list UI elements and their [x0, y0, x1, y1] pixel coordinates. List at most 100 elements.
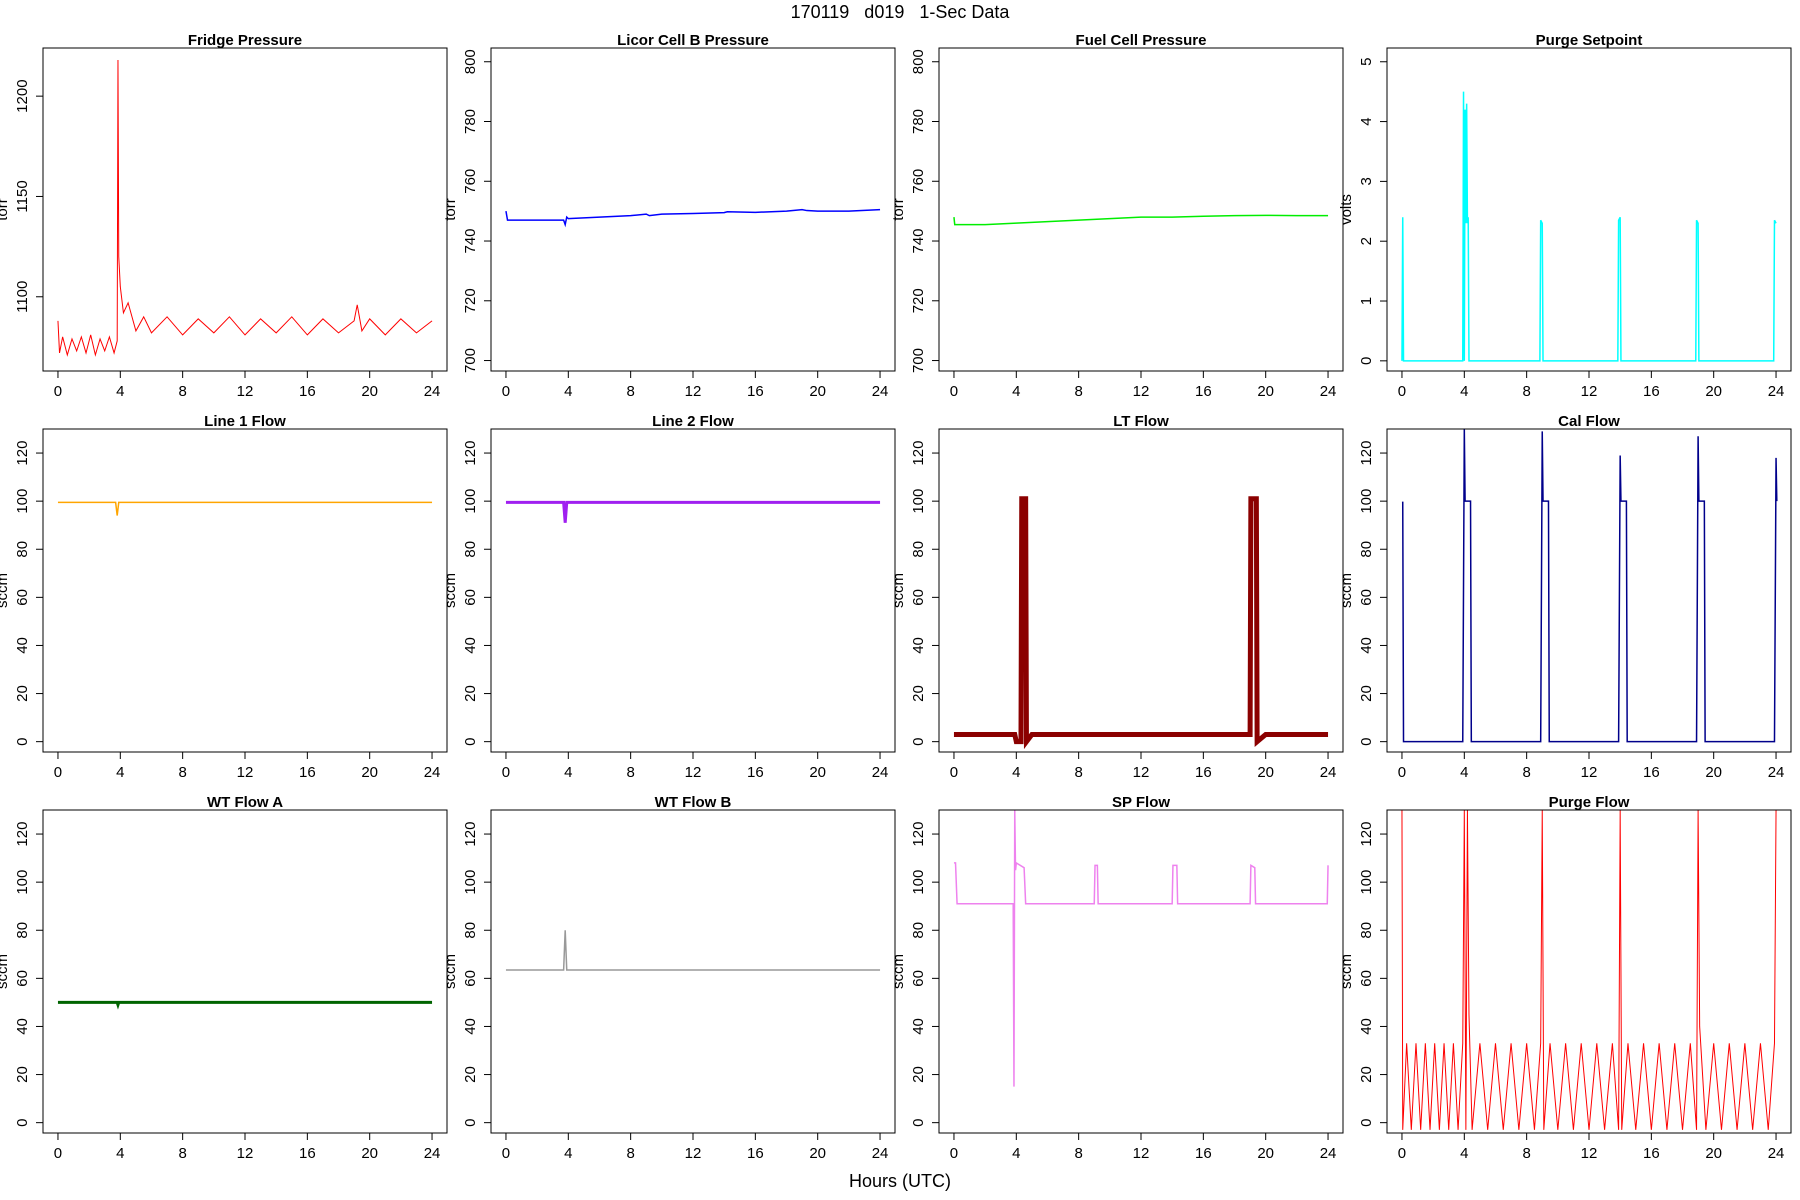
x-tick-label: 24 [1320, 383, 1337, 400]
x-tick-label: 0 [502, 764, 510, 781]
x-tick-label: 8 [1522, 1145, 1530, 1162]
y-tick-label: 80 [462, 541, 479, 558]
panel-title: WT Flow B [655, 794, 732, 811]
x-tick-label: 24 [424, 764, 441, 781]
y-tick-label: 60 [462, 589, 479, 606]
x-tick-label: 20 [1705, 1145, 1722, 1162]
x-tick-label: 0 [502, 383, 510, 400]
x-tick-label: 16 [747, 1145, 764, 1162]
x-tick-label: 4 [1460, 1145, 1468, 1162]
x-tick-label: 24 [424, 383, 441, 400]
y-tick-label: 1 [1358, 297, 1375, 305]
plot-frame [1386, 47, 1792, 372]
panel-title: Line 2 Flow [652, 413, 734, 430]
x-tick-label: 12 [685, 383, 702, 400]
x-tick-label: 20 [809, 383, 826, 400]
y-tick-label: 120 [910, 441, 927, 466]
y-tick-label: 740 [462, 229, 479, 254]
x-tick-label: 20 [361, 1145, 378, 1162]
panel: Fridge Pressure torr 1100 1150 1200 0 4 8 12 16 20… [0, 32, 448, 400]
plot-frame [490, 47, 896, 372]
x-tick-label: 8 [178, 383, 186, 400]
x-tick-label: 0 [950, 383, 958, 400]
y-tick-label: 0 [910, 737, 927, 745]
x-tick-label: 8 [1522, 383, 1530, 400]
y-tick-label: 3 [1358, 177, 1375, 185]
x-tick-label: 12 [237, 764, 254, 781]
plot-frame [938, 47, 1344, 372]
y-tick-label: 80 [1358, 541, 1375, 558]
panel-title: Fuel Cell Pressure [1076, 32, 1207, 49]
x-tick-label: 0 [950, 764, 958, 781]
x-tick-label: 24 [1768, 764, 1785, 781]
y-tick-label: 780 [910, 109, 927, 134]
y-tick-label: 5 [1358, 58, 1375, 66]
panel-title: LT Flow [1113, 413, 1169, 430]
y-tick-label: 40 [1358, 1018, 1375, 1035]
panel: SP Flow sccm 0 20 40 60 80 100 120 0 4 8 12 16 20 24 [890, 794, 1344, 1162]
panel-title: Licor Cell B Pressure [617, 32, 769, 49]
x-tick-label: 4 [1012, 1145, 1020, 1162]
y-tick-label: 80 [910, 541, 927, 558]
plot-frame [42, 428, 448, 753]
x-tick-label: 16 [1643, 764, 1660, 781]
x-tick-label: 24 [1768, 1145, 1785, 1162]
panel: WT Flow A sccm 0 20 40 60 80 100 120 0 4 8 12 16 20 24 [0, 794, 448, 1162]
y-tick-label: 120 [14, 441, 31, 466]
data-line [953, 214, 1329, 226]
y-tick-label: 80 [14, 922, 31, 939]
y-tick-label: 20 [462, 685, 479, 702]
x-tick-label: 12 [685, 1145, 702, 1162]
data-line [505, 208, 881, 228]
panel-title: Purge Flow [1549, 794, 1630, 811]
y-tick-label: 100 [462, 870, 479, 895]
x-tick-label: 16 [1643, 383, 1660, 400]
x-tick-label: 20 [1257, 764, 1274, 781]
plot-frame [42, 47, 448, 372]
x-tick-label: 4 [1012, 764, 1020, 781]
y-tick-label: 60 [462, 970, 479, 987]
y-tick-label: 1200 [14, 79, 31, 112]
x-tick-label: 0 [54, 764, 62, 781]
x-tick-label: 8 [1074, 764, 1082, 781]
data-line [1401, 91, 1777, 362]
y-tick-label: 40 [1358, 637, 1375, 654]
data-line [57, 501, 433, 516]
plot-frame [490, 809, 896, 1134]
x-tick-label: 20 [361, 383, 378, 400]
y-tick-label: 40 [462, 637, 479, 654]
x-tick-label: 12 [1581, 1145, 1598, 1162]
x-tick-label: 12 [1581, 764, 1598, 781]
y-tick-label: 0 [14, 1118, 31, 1126]
x-tick-label: 4 [116, 764, 124, 781]
x-tick-label: 20 [809, 1145, 826, 1162]
data-line [953, 496, 1329, 750]
y-tick-label: 120 [1358, 441, 1375, 466]
y-axis-label: sccm [1338, 573, 1355, 608]
y-tick-label: 1150 [14, 180, 31, 212]
y-tick-label: 700 [910, 348, 927, 373]
y-tick-label: 20 [1358, 1066, 1375, 1083]
y-tick-label: 80 [14, 541, 31, 558]
x-tick-label: 20 [1705, 383, 1722, 400]
y-axis-label: sccm [0, 954, 11, 989]
x-tick-label: 24 [424, 1145, 441, 1162]
panel-title: Line 1 Flow [204, 413, 286, 430]
y-axis-label: sccm [442, 954, 459, 989]
x-tick-label: 20 [361, 764, 378, 781]
y-tick-label: 100 [1358, 489, 1375, 514]
y-axis-label: torr [0, 198, 11, 221]
panel: Fuel Cell Pressure torr 700 720 740 760 780 800… [890, 32, 1344, 400]
x-tick-label: 0 [1398, 383, 1406, 400]
y-tick-label: 20 [910, 685, 927, 702]
panel-title: SP Flow [1112, 794, 1170, 811]
x-tick-label: 16 [747, 764, 764, 781]
x-tick-label: 24 [1768, 383, 1785, 400]
x-tick-label: 4 [564, 1145, 572, 1162]
x-tick-label: 4 [1012, 383, 1020, 400]
x-tick-label: 20 [1257, 383, 1274, 400]
panel-title: Fridge Pressure [188, 32, 302, 49]
panel: Licor Cell B Pressure torr 700 720 740 760 780… [442, 32, 896, 400]
plot-frame [938, 428, 1344, 753]
